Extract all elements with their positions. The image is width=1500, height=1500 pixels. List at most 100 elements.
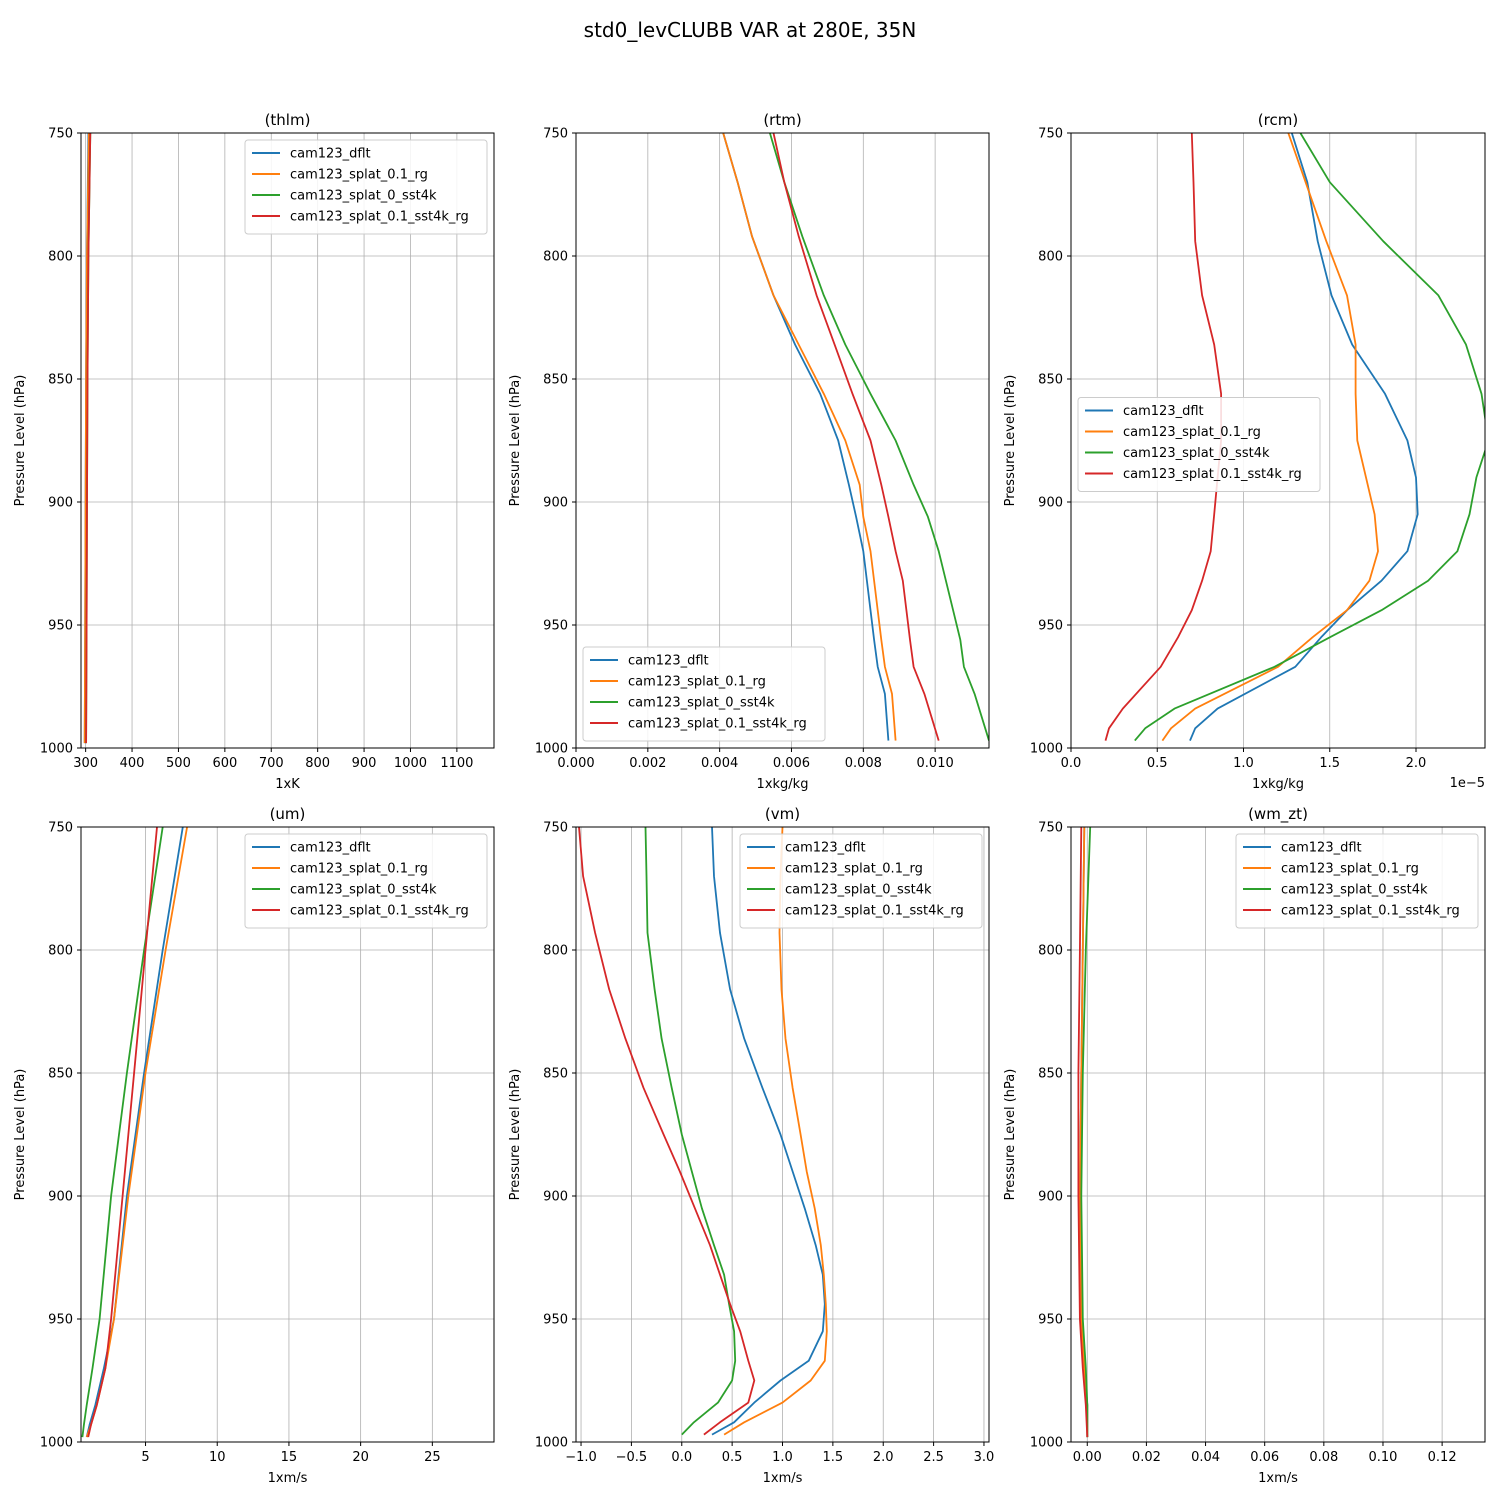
- legend: cam123_dflt cam123_splat_0.1_rg cam123_spl…: [739, 833, 983, 929]
- x-tick-label: 3.0: [974, 1450, 995, 1465]
- x-tick-label: 0.004: [701, 756, 738, 771]
- x-tick-label: 1.5: [1319, 756, 1340, 771]
- series-line-4: [1104, 133, 1222, 741]
- legend-entry: cam123_splat_0.1_rg: [1281, 862, 1419, 877]
- panel-title: (thlm): [265, 111, 311, 129]
- y-tick-label: 900: [1038, 1190, 1063, 1205]
- x-tick-label: 800: [305, 756, 330, 771]
- y-tick-label: 1000: [40, 742, 73, 757]
- y-tick-label: 850: [543, 1067, 568, 1082]
- legend-box: [1077, 397, 1321, 492]
- x-tick-label: 1000: [394, 756, 427, 771]
- y-tick-label: 950: [543, 1313, 568, 1328]
- y-tick-label: 1000: [535, 1436, 568, 1451]
- legend-entry: cam123_splat_0.1_rg: [785, 862, 923, 877]
- series-group: [1104, 133, 1485, 742]
- legend-entry: cam123_dflt: [290, 147, 371, 162]
- x-tick-label: 900: [352, 756, 377, 771]
- series-line-2: [722, 133, 897, 741]
- x-tick-label: 20: [352, 1450, 369, 1465]
- x-tick-label: 0.0: [1061, 756, 1082, 771]
- series-line-4: [1077, 827, 1089, 1438]
- chart-panel-2: 0.000 0.002 0.004 0.006 0.008 0.010 750 800 850 9…: [508, 111, 990, 792]
- y-tick-label: 950: [48, 619, 73, 634]
- x-tick-label: 0.08: [1309, 1450, 1338, 1465]
- x-tick-label: 700: [259, 756, 284, 771]
- legend-box: [739, 833, 983, 929]
- y-tick-label: 900: [543, 1190, 568, 1205]
- series-line-2: [723, 827, 828, 1436]
- panel-title: (wm_zt): [1248, 805, 1308, 824]
- legend-box: [1235, 833, 1479, 929]
- series-group: [1077, 827, 1092, 1438]
- series-line-4: [87, 827, 158, 1438]
- legend-entry: cam123_dflt: [1123, 404, 1204, 419]
- y-tick-label: 950: [543, 619, 568, 634]
- legend: cam123_dflt cam123_splat_0.1_rg cam123_spl…: [1235, 833, 1479, 929]
- y-tick-label: 750: [543, 127, 568, 142]
- axes-frame: [80, 826, 495, 1443]
- series-line-4: [772, 133, 940, 741]
- y-tick-label: 1000: [535, 742, 568, 757]
- x-tick-label: 300: [73, 756, 98, 771]
- y-axis-label: Pressure Level (hPa): [1003, 375, 1018, 507]
- series-line-1: [711, 827, 826, 1436]
- x-axis-label: 1xm/s: [763, 1471, 803, 1486]
- y-tick-label: 1000: [1030, 742, 1063, 757]
- axes-frame: [80, 132, 495, 749]
- y-tick-label: 800: [48, 250, 73, 265]
- series-group: [578, 827, 828, 1436]
- x-tick-label: 0.00: [1073, 1450, 1102, 1465]
- x-tick-label: 600: [212, 756, 237, 771]
- x-tick-label: 500: [166, 756, 191, 771]
- legend: cam123_dflt cam123_splat_0.1_rg cam123_spl…: [244, 139, 488, 235]
- x-tick-label: 0.000: [557, 756, 594, 771]
- y-tick-label: 750: [1038, 127, 1063, 142]
- series-line-2: [1161, 133, 1379, 742]
- legend: cam123_dflt cam123_splat_0.1_rg cam123_spl…: [244, 833, 488, 929]
- y-tick-label: 850: [543, 373, 568, 388]
- y-tick-label: 850: [48, 373, 73, 388]
- y-tick-label: 750: [543, 821, 568, 836]
- x-axis-label: 1xm/s: [1258, 1471, 1298, 1486]
- series-group: [83, 133, 92, 744]
- legend-entry: cam123_splat_0.1_sst4k_rg: [628, 717, 807, 732]
- panel-title: (um): [270, 805, 306, 823]
- y-tick-label: 800: [1038, 944, 1063, 959]
- y-tick-label: 750: [48, 127, 73, 142]
- series-group: [81, 827, 188, 1438]
- y-axis-label: Pressure Level (hPa): [13, 375, 28, 507]
- y-tick-label: 750: [1038, 821, 1063, 836]
- x-tick-label: 0.10: [1369, 1450, 1398, 1465]
- series-line-3: [769, 133, 989, 741]
- x-offset-label: 1e−5: [1450, 776, 1485, 791]
- y-tick-label: 750: [48, 821, 73, 836]
- legend-box: [244, 833, 488, 929]
- axes-frame: [575, 132, 990, 749]
- y-tick-label: 800: [543, 250, 568, 265]
- y-axis-label: Pressure Level (hPa): [1003, 1069, 1018, 1201]
- x-tick-label: 1100: [440, 756, 473, 771]
- x-axis-label: 1xK: [275, 777, 300, 792]
- x-tick-label: 5: [141, 1450, 149, 1465]
- x-tick-label: 1.0: [772, 1450, 793, 1465]
- chart-panel-6: 0.00 0.02 0.04 0.06 0.08 0.10 0.12 750 800 850 900…: [1003, 805, 1486, 1486]
- x-tick-label: 2.5: [923, 1450, 944, 1465]
- legend-entry: cam123_splat_0.1_rg: [1123, 425, 1261, 440]
- series-line-2: [83, 133, 90, 744]
- chart-panel-5: −1.0 −0.5 0.0 0.5 1.0 1.5 2.0 2.5 3.0 750 800 850 90…: [508, 805, 994, 1486]
- x-tick-label: 0.5: [1147, 756, 1168, 771]
- legend-entry: cam123_splat_0.1_sst4k_rg: [785, 904, 964, 919]
- chart-panel-3: 0.0 0.5 1.0 1.5 2.0 750 800 850 900 950 1000 (rcm) 1…: [1003, 111, 1486, 792]
- x-tick-label: 2.0: [873, 1450, 894, 1465]
- legend-entry: cam123_splat_0.1_sst4k_rg: [290, 210, 469, 225]
- y-tick-label: 800: [1038, 250, 1063, 265]
- x-tick-label: −0.5: [616, 1450, 648, 1465]
- x-tick-label: 0.04: [1191, 1450, 1220, 1465]
- panel-title: (rcm): [1258, 111, 1298, 129]
- chart-panel-1: 300 400 500 600 700 800 900 1000 1100 750 800 850 90…: [13, 111, 495, 792]
- legend-entry: cam123_splat_0_sst4k: [1123, 446, 1270, 461]
- x-tick-label: 0.12: [1428, 1450, 1457, 1465]
- series-group: [722, 133, 989, 741]
